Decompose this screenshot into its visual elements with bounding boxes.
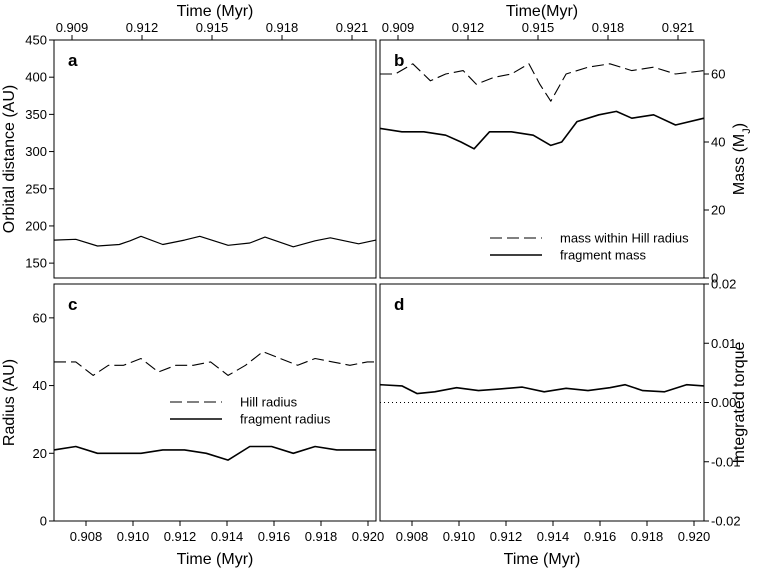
y-tick-label: 60 xyxy=(33,310,47,325)
legend-label: Hill radius xyxy=(240,395,298,410)
series-line-solid xyxy=(53,445,376,461)
series-line-solid xyxy=(53,235,377,248)
legend-label: fragment mass xyxy=(560,248,646,263)
panel-d: d -0.02 -0.01 0.00 0.01 0.02 Integrated torque… xyxy=(379,277,748,568)
panel-a: a 150 200 250 300 350 400 450 Orbital distance (… xyxy=(1,3,377,279)
top-tick-label: 0.918 xyxy=(592,20,625,35)
panel-label: d xyxy=(394,295,404,314)
top-tick-label: 0.912 xyxy=(126,20,159,35)
y-tick-label: 300 xyxy=(25,144,47,159)
top-tick-label: 0.912 xyxy=(452,20,485,35)
panel-c: c 0 20 40 60 Radius (AU) 0.908 0.910 0.912 0.914 0… xyxy=(1,283,385,568)
x-tick-label: 0.916 xyxy=(584,529,617,544)
x-tick-label: 0.914 xyxy=(211,529,244,544)
x-tick-label: 0.910 xyxy=(443,529,476,544)
y-tick-label: 60 xyxy=(711,67,725,82)
y-tick-label: 40 xyxy=(33,378,47,393)
y-tick-label: 200 xyxy=(25,218,47,233)
panel-label: b xyxy=(394,51,404,70)
top-tick-label: 0.921 xyxy=(662,20,695,35)
x-tick-label: 0.916 xyxy=(258,529,291,544)
x-tick-label: 0.908 xyxy=(396,529,429,544)
x-tick-label: 0.918 xyxy=(305,529,338,544)
x-tick-label: 0.914 xyxy=(537,529,570,544)
y-tick-label: 20 xyxy=(33,446,47,461)
y-tick-label: 40 xyxy=(711,135,725,150)
top-axis-label: Time(Myr) xyxy=(506,3,578,20)
y-axis-label: Orbital distance (AU) xyxy=(1,85,18,234)
x-tick-label: 0.912 xyxy=(164,529,197,544)
y-axis-label: Integrated torque xyxy=(731,341,748,463)
top-axis-label: Time (Myr) xyxy=(177,3,254,20)
series-line-solid xyxy=(379,110,705,150)
x-axis-label: Time (Myr) xyxy=(177,551,254,568)
series-line-solid xyxy=(379,383,705,395)
x-tick-label: 0.920 xyxy=(678,529,711,544)
y-tick-label: 250 xyxy=(25,181,47,196)
y-tick-label: -0.01 xyxy=(711,454,741,469)
y-tick-label: 0.00 xyxy=(711,395,736,410)
x-tick-label: 0.912 xyxy=(490,529,523,544)
plot-frame xyxy=(53,283,377,522)
top-tick-label: 0.915 xyxy=(196,20,229,35)
x-tick-label: 0.910 xyxy=(117,529,150,544)
y-tick-label: 150 xyxy=(25,256,47,271)
panel-b: b 0 20 40 60 Mass (MJ) 0.909 0.912 0.915 0.918 0.9… xyxy=(379,3,753,286)
plot-frame xyxy=(379,39,705,279)
top-tick-label: 0.909 xyxy=(56,20,89,35)
panel-label: a xyxy=(68,51,78,70)
y-tick-label: 0 xyxy=(40,514,47,529)
y-tick-label: 350 xyxy=(25,107,47,122)
y-tick-label: 0.02 xyxy=(711,277,736,292)
y-axis-label: Radius (AU) xyxy=(1,359,18,446)
series-line-dashed xyxy=(380,63,705,102)
x-tick-label: 0.920 xyxy=(352,529,385,544)
y-tick-label: 20 xyxy=(711,203,725,218)
y-tick-label: 0.01 xyxy=(711,336,736,351)
top-tick-label: 0.918 xyxy=(266,20,299,35)
panel-label: c xyxy=(68,295,77,314)
y-tick-label: -0.02 xyxy=(711,514,741,529)
legend-label: mass within Hill radius xyxy=(560,231,689,246)
legend-label: fragment radius xyxy=(240,412,331,427)
y-tick-label: 400 xyxy=(25,70,47,85)
top-tick-label: 0.909 xyxy=(382,20,415,35)
series-line-dashed xyxy=(54,351,376,376)
y-axis-label: Mass (MJ) xyxy=(731,123,753,195)
top-tick-label: 0.921 xyxy=(336,20,369,35)
x-axis-label: Time (Myr) xyxy=(504,551,581,568)
plot-frame xyxy=(53,39,377,279)
y-tick-label: 450 xyxy=(25,33,47,48)
x-tick-label: 0.908 xyxy=(70,529,103,544)
y-tick-label: 0 xyxy=(711,271,718,286)
top-tick-label: 0.915 xyxy=(522,20,555,35)
x-tick-label: 0.918 xyxy=(631,529,664,544)
